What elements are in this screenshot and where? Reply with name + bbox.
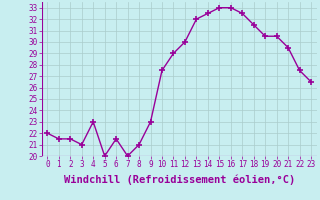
X-axis label: Windchill (Refroidissement éolien,°C): Windchill (Refroidissement éolien,°C) bbox=[64, 175, 295, 185]
